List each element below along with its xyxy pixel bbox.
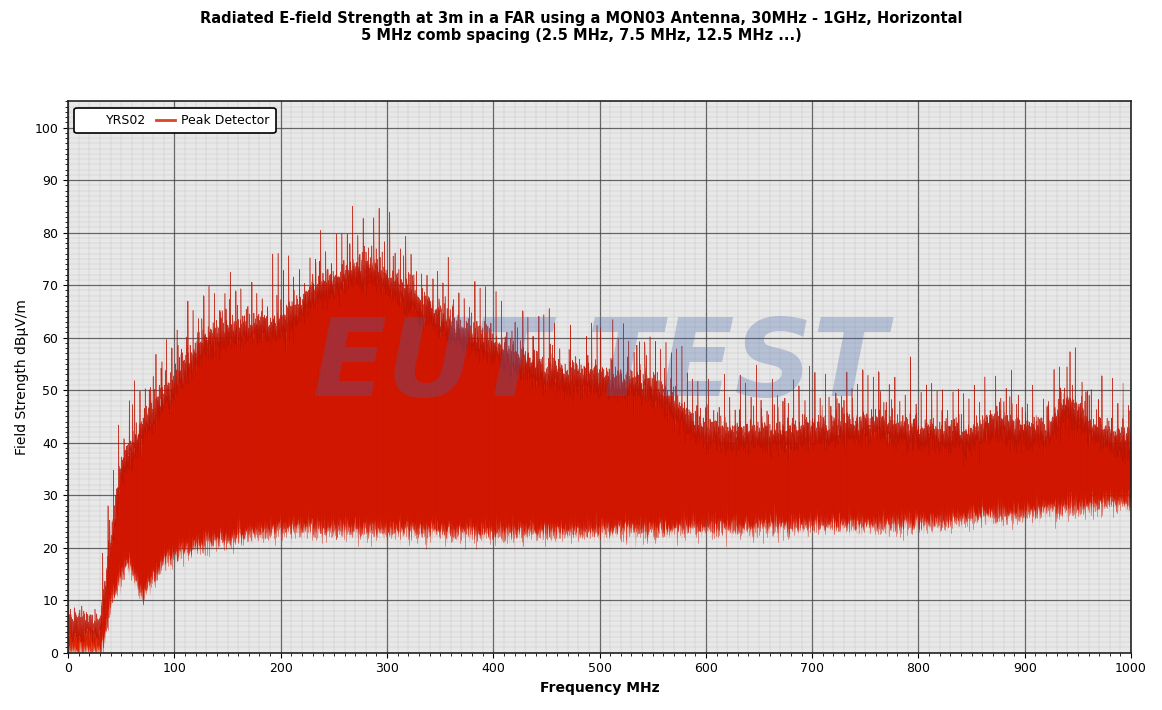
X-axis label: Frequency MHz: Frequency MHz [540, 681, 659, 695]
Text: EUT TEST: EUT TEST [313, 313, 887, 419]
Text: Radiated E-field Strength at 3m in a FAR using a MON03 Antenna, 30MHz - 1GHz, Ho: Radiated E-field Strength at 3m in a FAR… [200, 11, 962, 43]
Legend: YRS02, Peak Detector: YRS02, Peak Detector [74, 108, 275, 133]
Y-axis label: Field Strength dBµV/m: Field Strength dBµV/m [15, 299, 29, 455]
